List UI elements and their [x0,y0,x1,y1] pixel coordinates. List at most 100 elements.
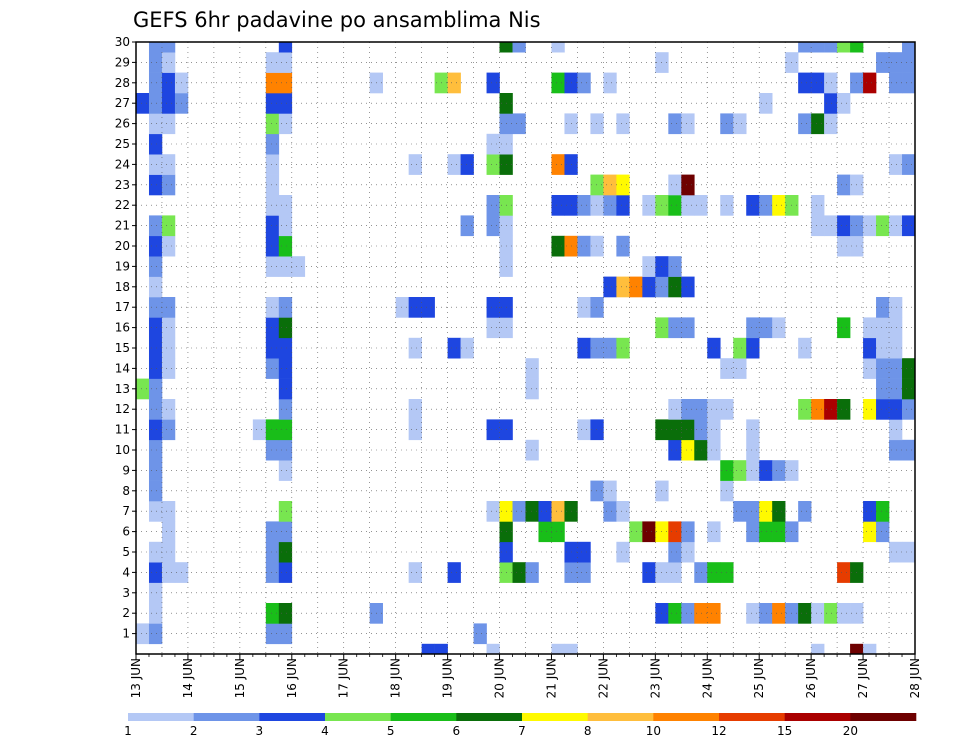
heatmap-cell [694,603,708,624]
heatmap-cell [577,195,591,216]
heatmap-cell [148,256,163,277]
heatmap-cell [733,358,747,379]
heatmap-cell [148,419,163,441]
heatmap-cell [161,399,176,420]
heatmap-cell [876,215,890,237]
y-tick-label: 16 [115,321,130,335]
heatmap-cell [889,541,903,563]
heatmap-cell [668,562,682,583]
heatmap-cell [278,93,293,114]
heatmap-cell [668,439,682,461]
legend-swatch [456,713,523,721]
heatmap-cell [707,603,721,624]
heatmap-cell [902,378,916,400]
heatmap-cell [603,195,617,216]
x-tick-label: 18 JUN [389,658,403,698]
heatmap-cell [811,215,825,237]
legend-label: 10 [646,724,661,738]
legend-label: 1 [124,724,132,738]
heatmap-cell [746,195,760,216]
heatmap-cell [460,337,474,359]
heatmap-cell [590,195,604,216]
heatmap-cell [486,133,500,155]
heatmap-cell [265,623,280,645]
heatmap-cell [668,276,682,298]
heatmap-cell [759,195,773,216]
heatmap-cell [811,399,825,420]
heatmap-cell [850,643,864,655]
heatmap-cell [668,195,682,216]
heatmap-cell [668,419,682,441]
x-tick-label: 19 JUN [441,658,455,698]
heatmap-cell [148,113,163,135]
x-tick-label: 26 JUN [804,658,818,698]
heatmap-cell [148,399,163,420]
legend-swatch [325,713,391,721]
heatmap-cell [707,562,721,583]
heatmap-cell [577,419,591,441]
heatmap-cell [278,195,293,216]
heatmap-cell [772,501,786,522]
heatmap-cell [616,337,630,359]
heatmap-cell [616,195,630,216]
heatmap-cell [473,623,487,645]
heatmap-cell [525,358,539,379]
heatmap-cell [148,154,163,175]
heatmap-cell [408,154,422,175]
heatmap-cell [278,562,293,583]
heatmap-cell [902,439,916,461]
y-tick-label: 27 [115,96,130,110]
x-tick-label: 23 JUN [648,658,662,698]
heatmap-cell [681,439,695,461]
y-tick-label: 2 [122,606,130,620]
y-tick-label: 26 [115,117,130,131]
heatmap-cell [590,419,604,441]
heatmap-cell [824,113,838,135]
heatmap-cell [486,154,500,175]
heatmap-cell [265,419,280,441]
heatmap-cell [447,562,461,583]
heatmap-cell [486,643,500,655]
heatmap-cell [759,501,773,522]
heatmap-cell [772,317,786,339]
heatmap-cell [863,215,877,237]
heatmap-cell [837,174,851,196]
heatmap-cell [278,52,293,73]
heatmap-cell [265,337,280,359]
heatmap-cell [265,603,280,624]
heatmap-cell [486,317,500,339]
heatmap-cell [746,439,760,461]
heatmap-cell [603,72,617,94]
heatmap-cell [421,297,435,318]
heatmap-cell [876,317,890,339]
legend-swatch [719,713,785,721]
heatmap-cell [681,399,695,420]
y-axis: 1234567891011121314151617181920212223242… [115,35,136,641]
legend-label: 3 [256,724,264,738]
heatmap-cell [837,42,851,53]
heatmap-cell [837,399,851,420]
heatmap-cell [148,276,163,298]
heatmap-cell [590,337,604,359]
heatmap-cell [863,501,877,522]
y-tick-label: 3 [122,586,130,600]
heatmap-cell [161,154,176,175]
heatmap-cell [551,72,565,94]
heatmap-cell [824,603,838,624]
heatmap-cell [616,174,630,196]
heatmap-cell [551,643,565,655]
heatmap-cell [837,317,851,339]
heatmap-cell [148,133,163,155]
heatmap-cell [512,113,526,135]
heatmap-cell [876,52,890,73]
heatmap-cell [161,52,176,73]
heatmap-cell [811,603,825,624]
heatmap-cell [746,603,760,624]
chart-title: GEFS 6hr padavine po ansamblima Nis [133,8,541,32]
heatmap-cell [278,460,293,481]
heatmap-cell [564,643,578,655]
heatmap-cell [668,603,682,624]
heatmap-cell [668,317,682,339]
y-tick-label: 8 [122,484,130,498]
heatmap-cell [265,113,280,135]
